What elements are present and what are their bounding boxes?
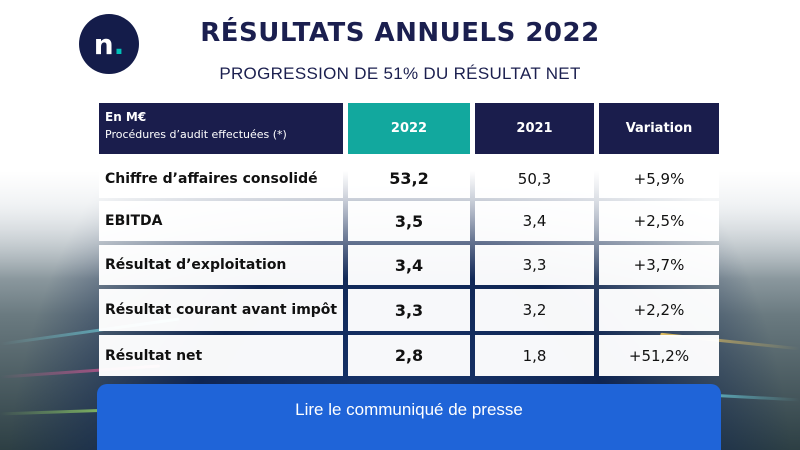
audit-note: Procédures d’audit effectuées (*) (105, 128, 287, 141)
value-2022: 3,4 (348, 245, 470, 285)
value-2022: 53,2 (348, 159, 470, 198)
column-header-variation: Variation (599, 103, 719, 154)
row-label: Résultat d’exploitation (99, 245, 343, 285)
value-variation: +3,7% (599, 245, 719, 285)
value-variation: +51,2% (599, 335, 719, 376)
value-2021: 3,4 (475, 201, 594, 241)
unit-label: En M€ (105, 110, 147, 124)
row-label: Chiffre d’affaires consolidé (99, 159, 343, 198)
row-label: Résultat net (99, 335, 343, 376)
page-title: RÉSULTATS ANNUELS 2022 (200, 18, 600, 48)
value-2021: 50,3 (475, 159, 594, 198)
row-label: EBITDA (99, 201, 343, 241)
brand-logo: n. (79, 14, 139, 74)
value-2021: 3,2 (475, 289, 594, 331)
column-header-2022: 2022 (348, 103, 470, 154)
value-2022: 3,3 (348, 289, 470, 331)
value-variation: +2,5% (599, 201, 719, 241)
read-press-release-button[interactable]: Lire le communiqué de presse (97, 384, 721, 450)
value-2022: 2,8 (348, 335, 470, 376)
value-2021: 3,3 (475, 245, 594, 285)
row-label: Résultat courant avant impôt (99, 289, 343, 331)
column-header-2021: 2021 (475, 103, 594, 154)
page-subtitle: PROGRESSION DE 51% DU RÉSULTAT NET (219, 64, 581, 83)
logo-letter: n. (93, 27, 125, 61)
table-header-label: En M€ Procédures d’audit effectuées (*) (99, 103, 343, 154)
value-variation: +5,9% (599, 159, 719, 198)
value-2021: 1,8 (475, 335, 594, 376)
value-2022: 3,5 (348, 201, 470, 241)
value-variation: +2,2% (599, 289, 719, 331)
